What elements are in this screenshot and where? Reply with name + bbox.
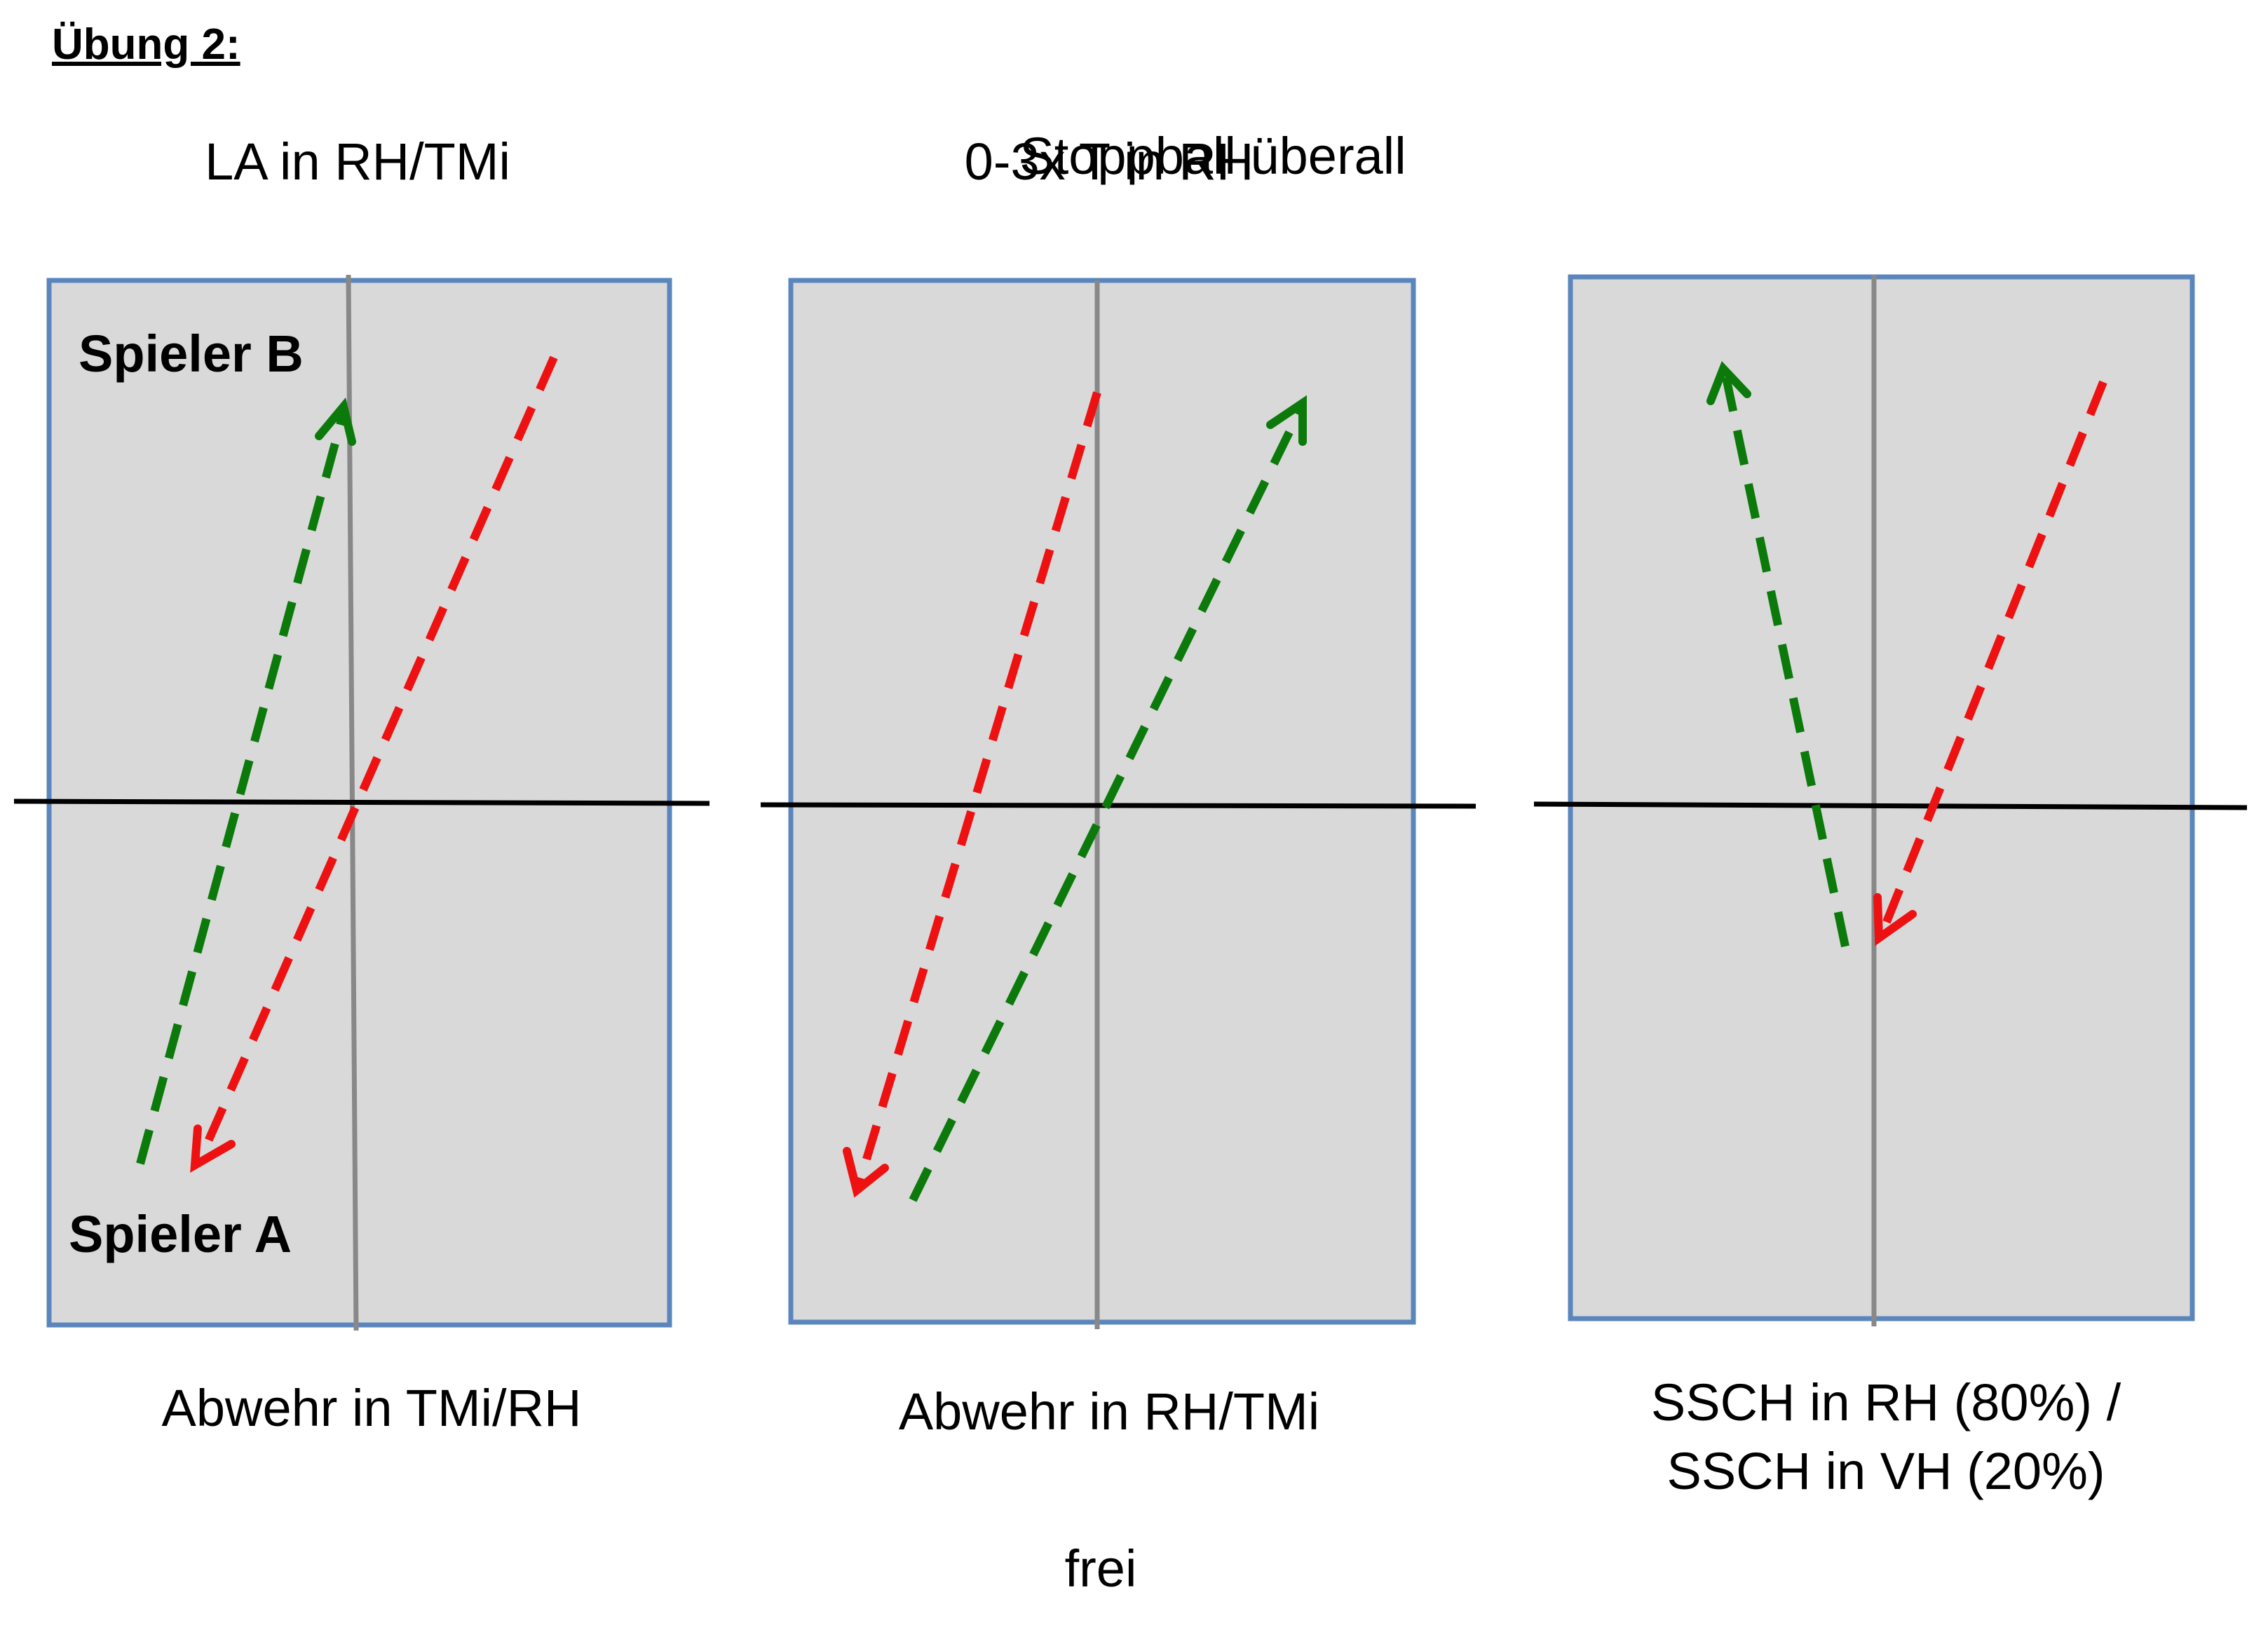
panel-1-footer-line-1: Abwehr in TMi/RH [161,1379,582,1437]
player-b-label: Spieler B [79,325,304,383]
panel-3-red-arrowhead [1873,893,1917,946]
panel-1-green-arrowhead [315,397,356,446]
panel-2-green-arrowhead [1266,395,1307,446]
panel-3-green-arrowhead [1706,360,1751,405]
panel-1-red-arrowhead [190,1124,236,1173]
exercise-title: Übung 2: [52,20,240,69]
panel-3-heading: Stoppball überall [1019,127,1406,185]
panel-3-court-area [1568,274,2195,1321]
panel-2-court-area [788,278,1416,1325]
panel-1-heading: LA in RH/TMi [205,132,510,191]
footer-note: frei [1064,1539,1137,1598]
panel-1-footer: Abwehr in TMi/RH [21,1374,722,1443]
panel-3-net [1533,801,2248,810]
panel-2-net [760,802,1476,809]
player-a-label: Spieler A [69,1205,292,1263]
panel-1-red-shot [196,355,558,1162]
panel-1-net [13,798,710,806]
panel-3-court [1533,274,2248,1326]
panel-3-footer-line-1: SSCH in RH (80%) / [1650,1373,2121,1432]
panel-2-footer: Abwehr in RH/TMi [759,1378,1460,1446]
panel-3-footer-line-2: SSCH in VH (20%) [1666,1442,2105,1500]
panel-3-red-shot [1878,380,2107,934]
panel-1-court: Spieler B Spieler A [13,274,710,1331]
panel-3-footer: SSCH in RH (80%) / SSCH in VH (20%) [1535,1368,2236,1506]
panel-2-green-shot [909,407,1305,1202]
panel-3-green-shot [1722,376,1849,948]
panel-2-heading: 0-3x T in RH [964,132,1254,191]
panel-2-red-arrowhead [843,1147,889,1198]
panel-2-footer-line-1: Abwehr in RH/TMi [898,1382,1320,1441]
panel-1-green-shot [136,411,348,1165]
panel-2-red-shot [855,391,1101,1186]
panel-2-court [760,278,1476,1329]
